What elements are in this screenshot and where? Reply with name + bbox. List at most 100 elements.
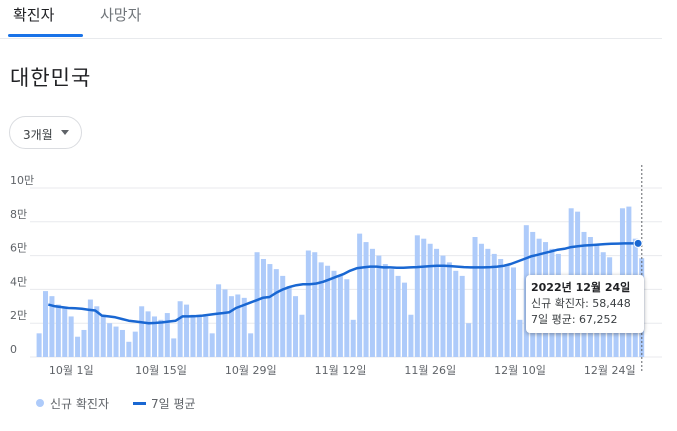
bar (190, 314, 196, 357)
active-tab-indicator (8, 34, 83, 37)
bar (376, 255, 382, 357)
bar (299, 314, 305, 357)
bar (254, 252, 260, 357)
bar (55, 304, 61, 357)
bar (510, 267, 516, 357)
bar (87, 299, 93, 357)
page-title: 대한민국 (10, 66, 92, 90)
bar (68, 316, 74, 357)
bar (357, 233, 363, 357)
bar (453, 270, 459, 357)
x-tick-label: 11월 12일 (315, 363, 367, 377)
bar (209, 333, 215, 357)
bar (485, 248, 491, 357)
bar (389, 269, 395, 357)
bar (305, 250, 311, 357)
bar (363, 242, 369, 357)
y-tick-label: 2만 (10, 309, 27, 322)
y-tick-label: 6만 (10, 242, 27, 255)
bar (498, 258, 504, 357)
bar (472, 237, 478, 357)
bar (273, 269, 279, 357)
bar (446, 262, 452, 357)
bar (228, 296, 234, 357)
bar (107, 323, 113, 357)
bar (216, 284, 222, 357)
bar (260, 258, 266, 357)
bar (613, 316, 619, 357)
bar (222, 289, 228, 357)
bar (395, 275, 401, 357)
bar (248, 333, 254, 357)
range-dropdown-label: 3개월 (23, 128, 53, 142)
bar (203, 316, 209, 357)
bar (126, 341, 132, 357)
bar (94, 306, 100, 357)
bar (100, 314, 106, 357)
chevron-down-icon (61, 130, 69, 135)
bar (421, 238, 427, 357)
bar (293, 296, 299, 357)
y-tick-label: 4만 (10, 275, 27, 288)
bar (491, 253, 497, 357)
bar (177, 301, 183, 357)
legend-line-swatch (133, 402, 146, 405)
bar (369, 248, 375, 357)
bar (81, 329, 87, 357)
bar (325, 265, 331, 357)
bar (158, 319, 164, 357)
bar (382, 264, 388, 357)
bar (145, 311, 151, 357)
x-tick-label: 12월 10일 (494, 363, 546, 377)
bar (280, 275, 286, 357)
x-tick-label: 10월 15일 (135, 363, 187, 377)
legend-bars-label: 신규 확진자 (50, 397, 110, 411)
bar (414, 235, 420, 357)
bar (62, 307, 68, 357)
bar (151, 316, 157, 357)
tab-deaths[interactable]: 사망자 (100, 6, 142, 24)
bar (49, 296, 55, 357)
bar (459, 275, 465, 357)
legend-bar-swatch (36, 399, 44, 407)
bar (331, 270, 337, 357)
bar (408, 314, 414, 357)
bar (43, 291, 49, 357)
bar (196, 316, 202, 357)
bar (286, 286, 292, 357)
bar (337, 275, 343, 357)
bar (241, 297, 247, 357)
legend-line-label: 7일 평균 (151, 397, 196, 411)
tab-cases[interactable]: 확진자 (13, 6, 55, 24)
chart-tooltip: 2022년 12월 24일 신규 확진자: 58,448 7일 평균: 67,2… (526, 275, 644, 333)
tooltip-average: 7일 평균: 67,252 (531, 313, 618, 326)
bar (478, 243, 484, 357)
bar (517, 319, 523, 357)
cases-chart[interactable]: 0 2만 4만 6만 8만 10만 10월 1일 10월 15일 10월 29일 11월 12일 1… (0, 165, 677, 380)
tooltip-date: 2022년 12월 24일 (531, 281, 631, 294)
tooltip-new-cases: 신규 확진자: 58,448 (531, 297, 631, 310)
bar (350, 319, 356, 357)
bar (318, 262, 324, 357)
bar (132, 331, 138, 357)
bar (113, 326, 119, 357)
bar (235, 294, 241, 357)
bar (75, 336, 81, 357)
bar (171, 338, 177, 357)
range-dropdown[interactable]: 3개월 (9, 116, 82, 149)
bar (312, 252, 318, 357)
bar (267, 264, 273, 357)
average-line (47, 242, 639, 325)
x-tick-label: 10월 29일 (225, 363, 277, 377)
bar (440, 255, 446, 357)
bar (184, 304, 190, 357)
bar (36, 333, 42, 357)
bar (504, 264, 510, 357)
bar (139, 306, 145, 357)
tab-bar: 확진자 사망자 (0, 0, 662, 39)
y-tick-label: 0 (10, 343, 17, 356)
highlight-point (633, 238, 643, 248)
bar (344, 279, 350, 357)
bar (562, 313, 568, 357)
bar (427, 243, 433, 357)
